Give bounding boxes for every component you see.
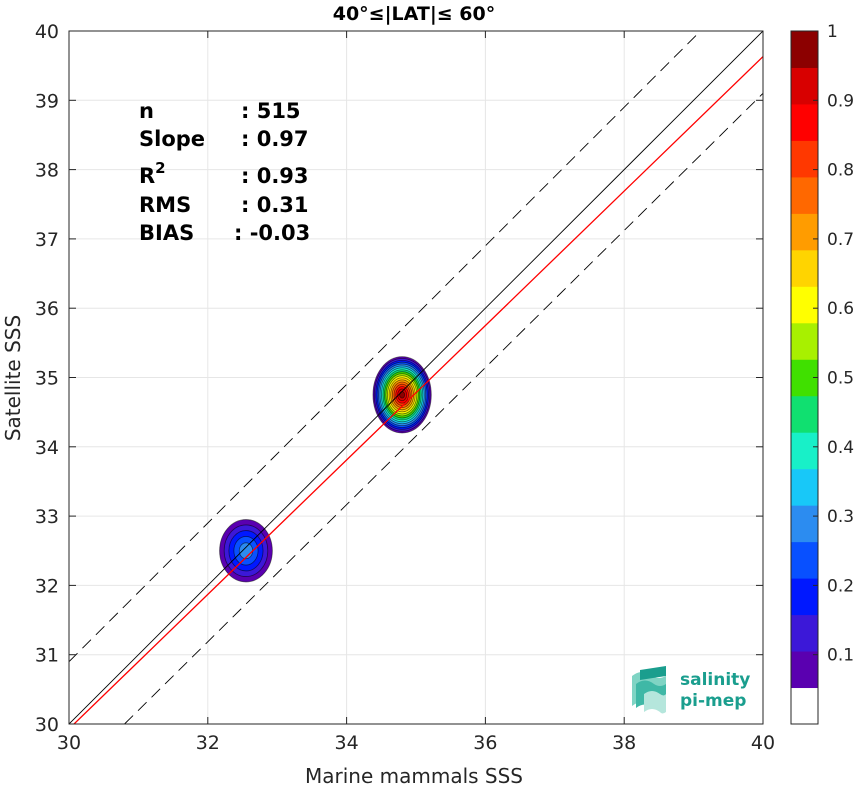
colorbar-tick-label: 0.1: [827, 646, 854, 666]
colorbar-segment: [791, 651, 818, 689]
stat-slope-value: : 0.97: [241, 127, 309, 151]
stat-bias-key: BIAS: [139, 221, 194, 245]
logo-text-line2: pi-mep: [680, 691, 746, 711]
stat-rms-key: RMS: [139, 193, 191, 217]
line-1-1: [69, 31, 763, 724]
y-tick-label: 30: [35, 714, 59, 736]
x-tick-label: 34: [335, 732, 359, 754]
stat-n-key: n: [139, 99, 154, 123]
stat-slope-key: Slope: [139, 127, 205, 151]
x-tick-label: 32: [196, 732, 220, 754]
colorbar-segment: [791, 505, 818, 543]
colorbar-tick-label: 0.7: [827, 230, 854, 250]
x-axis-label: Marine mammals SSS: [305, 764, 523, 786]
y-tick-label: 36: [35, 298, 59, 320]
reference-lines: [69, 31, 763, 724]
line-regression: [73, 56, 763, 724]
x-axis-ticks: 30 32 34 36 38 40: [57, 31, 775, 754]
y-tick-label: 39: [35, 90, 59, 112]
y-tick-label: 35: [35, 368, 59, 390]
y-tick-label: 40: [35, 21, 59, 43]
density-contour-1-5: [238, 542, 254, 560]
colorbar-segment: [791, 687, 818, 725]
y-tick-label: 32: [35, 575, 59, 597]
colorbar-segment: [791, 140, 818, 178]
logo-text-line1: salinity: [680, 670, 750, 690]
colorbar-segment: [791, 395, 818, 433]
y-tick-label: 31: [35, 645, 59, 667]
x-tick-label: 36: [473, 732, 497, 754]
x-tick-label: 30: [57, 732, 81, 754]
colorbar-tick-label: 0.9: [827, 91, 854, 111]
stat-r2-base: R: [139, 164, 155, 188]
stat-r2-value: : 0.93: [241, 164, 309, 188]
y-tick-label: 34: [35, 437, 59, 459]
y-tick-label: 38: [35, 160, 59, 182]
salinity-logo: salinity pi-mep: [632, 666, 750, 714]
stat-r2-key: R2: [139, 159, 166, 188]
line-lower-bound: [124, 93, 763, 724]
colorbar-segment: [791, 103, 818, 141]
y-tick-label: 37: [35, 229, 59, 251]
colorbar-segment: [791, 432, 818, 470]
chart-title: 40°≤|LAT|≤ 60°: [333, 3, 496, 25]
colorbar-segment: [791, 249, 818, 287]
colorbar-tick-label: 1: [827, 22, 838, 42]
colorbar-tick-label: 0.3: [827, 507, 854, 527]
colorbar-segment: [791, 286, 818, 324]
x-tick-label: 38: [612, 732, 636, 754]
line-upper-bound: [69, 31, 701, 662]
colorbar-segment: [791, 67, 818, 105]
colorbar-segment: [791, 614, 818, 652]
y-tick-label: 33: [35, 506, 59, 528]
colorbar-segment: [791, 31, 818, 68]
colorbar-ticks: 0.1 0.2 0.3 0.4 0.5 0.6 0.7 0.8 0.9 1: [813, 22, 854, 666]
x-tick-label: 40: [751, 732, 775, 754]
colorbar-tick-label: 0.6: [827, 299, 854, 319]
stat-n-value: : 515: [241, 99, 301, 123]
grid: [69, 31, 763, 724]
y-axis-label: Satellite SSS: [1, 315, 25, 441]
stats-block: n : 515 Slope : 0.97 R2 : 0.93 RMS : 0.3…: [139, 99, 310, 245]
wave-logo-icon: [632, 666, 666, 714]
colorbar-segment: [791, 176, 818, 214]
colorbar-tick-label: 0.2: [827, 576, 854, 596]
stat-bias-value: : -0.03: [234, 221, 310, 245]
colorbar-tick-label: 0.8: [827, 161, 854, 181]
colorbar-segment: [791, 213, 818, 251]
colorbar-tick-label: 0.5: [827, 369, 854, 389]
colorbar-segment: [791, 541, 818, 579]
y-axis-ticks: 30 31 32 33 34 35 36 37 38 39 40: [35, 21, 763, 736]
colorbar: [791, 31, 818, 725]
stat-r2-superscript: 2: [155, 159, 165, 177]
colorbar-segment: [791, 578, 818, 616]
colorbar-tick-label: 0.4: [827, 438, 854, 458]
colorbar-segment: [791, 468, 818, 506]
stat-rms-value: : 0.31: [241, 193, 309, 217]
colorbar-segment: [791, 322, 818, 360]
